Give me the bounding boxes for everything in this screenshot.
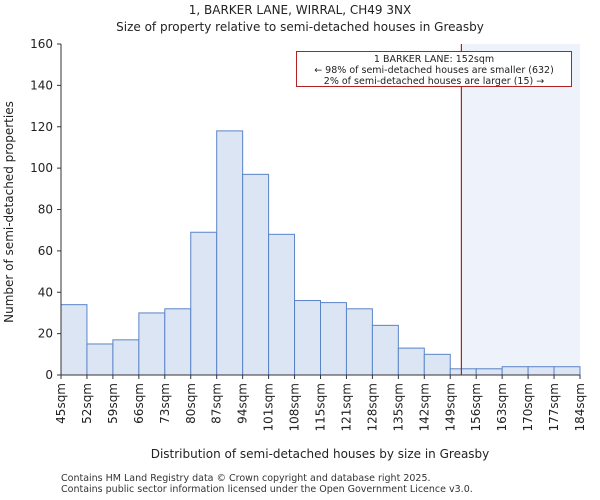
annotation-line3: 2% of semi-detached houses are larger (1… [323, 76, 545, 87]
chart-title-address: 1, BARKER LANE, WIRRAL, CH49 3NX [188, 3, 412, 17]
y-tick-label-140: 140 [30, 78, 53, 92]
bar-52sqm [86, 343, 114, 376]
footer-licence: Contains public sector information licen… [61, 484, 473, 495]
x-tick-label-135sqm: 135sqm [391, 383, 405, 431]
chart-title: Size of property relative to semi-detach… [116, 20, 484, 34]
bar-80sqm [190, 231, 218, 376]
y-axis-label: Number of semi-detached properties [2, 101, 16, 323]
bar-170sqm [527, 366, 555, 376]
annotation-line1: 1 BARKER LANE: 152sqm [373, 54, 495, 65]
x-tick-label-66sqm: 66sqm [132, 383, 146, 424]
x-tick-label-128sqm: 128sqm [365, 383, 379, 431]
x-tick-label-142sqm: 142sqm [417, 383, 431, 431]
bar-163sqm [501, 366, 529, 376]
x-tick-label-94sqm: 94sqm [236, 383, 250, 424]
annotation-box: 1 BARKER LANE: 152sqm ← 98% of semi-deta… [296, 51, 572, 87]
x-tick-label-45sqm: 45sqm [54, 383, 68, 424]
bar-45sqm [60, 304, 88, 376]
x-tick-label-52sqm: 52sqm [80, 383, 94, 424]
y-tick-label-80: 80 [38, 203, 53, 217]
bar-94sqm [242, 173, 270, 376]
x-tick-label-163sqm: 163sqm [495, 383, 509, 431]
bar-66sqm [138, 312, 166, 376]
x-tick-label-149sqm: 149sqm [443, 383, 457, 431]
x-tick-label-59sqm: 59sqm [106, 383, 120, 424]
bar-73sqm [164, 308, 192, 376]
x-tick-label-108sqm: 108sqm [288, 383, 302, 431]
bar-128sqm [371, 324, 399, 376]
x-tick-label-170sqm: 170sqm [521, 383, 535, 431]
bar-156sqm [475, 368, 503, 376]
x-axis-label: Distribution of semi-detached houses by … [151, 447, 490, 461]
highlight-region [461, 44, 580, 375]
x-tick-label-121sqm: 121sqm [339, 383, 353, 431]
x-tick-label-87sqm: 87sqm [210, 383, 224, 424]
x-tick-label-184sqm: 184sqm [573, 383, 587, 431]
x-tick-label-73sqm: 73sqm [158, 383, 172, 424]
y-tick-label-120: 120 [30, 120, 53, 134]
footer-copyright: Contains HM Land Registry data © Crown c… [61, 473, 431, 484]
bar-59sqm [112, 339, 140, 376]
bar-108sqm [294, 300, 321, 376]
bar-115sqm [320, 302, 347, 376]
y-tick-label-160: 160 [30, 37, 53, 51]
x-tick-label-101sqm: 101sqm [262, 383, 276, 431]
y-tick-label-100: 100 [30, 161, 53, 175]
x-tick-label-80sqm: 80sqm [184, 383, 198, 424]
bar-87sqm [216, 130, 244, 376]
bar-142sqm [423, 353, 451, 376]
annotation-line2: ← 98% of semi-detached houses are smalle… [314, 65, 554, 76]
y-tick-label-40: 40 [38, 285, 53, 299]
bar-101sqm [268, 233, 296, 376]
bar-121sqm [345, 308, 373, 376]
x-tick-label-177sqm: 177sqm [547, 383, 561, 431]
x-tick-label-115sqm: 115sqm [314, 383, 328, 431]
bar-135sqm [397, 347, 425, 376]
y-tick-label-60: 60 [38, 244, 53, 258]
y-tick-label-20: 20 [38, 327, 53, 341]
y-tick-label-0: 0 [45, 368, 53, 382]
x-tick-label-156sqm: 156sqm [469, 383, 483, 431]
bar-177sqm [553, 366, 581, 376]
bar-149sqm [449, 368, 477, 376]
